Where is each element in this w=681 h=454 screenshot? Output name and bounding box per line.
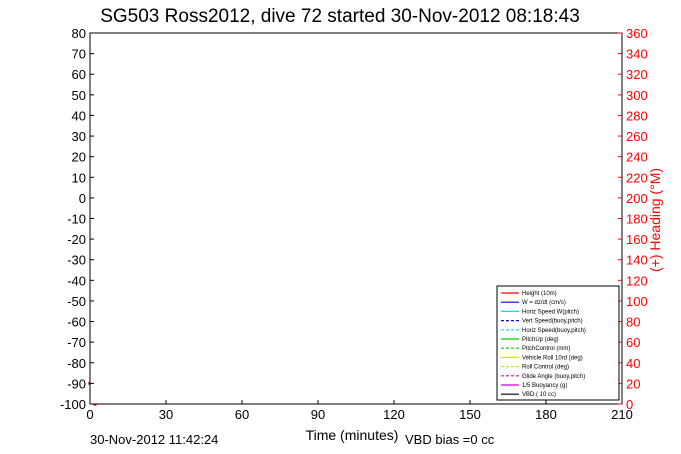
y-right-tick-label: 120 [626,273,648,288]
footer-vbd-bias: VBD bias =0 cc [405,432,495,447]
y-right-tick-label: 20 [626,376,640,391]
y-right-tick-label: 180 [626,212,648,227]
y-right-tick-label: 200 [626,191,648,206]
y-tick-label: 10 [72,170,86,185]
y-tick-label: 30 [72,129,86,144]
y-tick-label: -40 [67,273,86,288]
x-tick-label: 90 [311,407,325,422]
y-right-tick-label: 100 [626,294,648,309]
legend-label: PitchUp (deg) [522,337,559,343]
x-tick-label: 30 [159,407,173,422]
legend-label: Vert Speed(buoy,pitch) [522,319,583,325]
y-right-tick-label: 320 [626,67,648,82]
x-tick-label: 0 [86,407,93,422]
legend-label: Height (10m) [522,291,557,297]
x-tick-label: 210 [611,407,633,422]
legend-label: Horiz Speed(buoy,pitch) [522,328,586,334]
y-right-tick-label: 40 [626,356,640,371]
legend: Height (10m) W = dz/dt (cm/s) Horiz Speed … [496,285,620,401]
x-axis-label: Time (minutes) [306,427,399,443]
legend-label: Glide Angle (buoy,pitch) [522,374,585,380]
y-tick-label: -20 [67,232,86,247]
y-right-tick-label: 220 [626,170,648,185]
y-right-tick-label: 160 [626,232,648,247]
legend-label: Roll Control (deg) [522,365,569,371]
legend-label: Vehicle Roll 10rd (deg) [522,355,583,361]
y-tick-label: -80 [67,356,86,371]
x-tick-label: 150 [459,407,481,422]
y-right-tick-label: 0 [626,397,633,412]
y-right-tick-label: 260 [626,129,648,144]
footer-timestamp: 30-Nov-2012 11:42:24 [90,432,218,447]
y-tick-label: -90 [67,376,86,391]
y-tick-label: 20 [72,150,86,165]
y-right-tick-label: 80 [626,315,640,330]
y-right-tick-label: 280 [626,108,648,123]
y-right-tick-label: 240 [626,150,648,165]
y-right-tick-label: 60 [626,335,640,350]
legend-box [496,285,620,401]
x-tick-label: 120 [383,407,405,422]
y-tick-label: 0 [79,191,86,206]
x-tick-label: 180 [535,407,557,422]
y-right-tick-label: 360 [626,26,648,41]
legend-label: Horiz Speed W(pitch) [522,309,579,315]
y-tick-label: -10 [67,212,86,227]
legend-label: VBD ( 10 cc) [522,392,556,398]
y-tick-label: 60 [72,67,86,82]
right-axis-label: (+) Heading (°M) [647,168,663,272]
y-right-tick-label: 340 [626,47,648,62]
y-tick-label: 70 [72,47,86,62]
legend-label: 1/5 Buoyancy (g) [522,383,567,389]
y-right-tick-label: 300 [626,88,648,103]
legend-label: PitchControl (mm) [522,346,570,352]
y-right-tick-label: 140 [626,253,648,268]
x-tick-label: 60 [235,407,249,422]
y-tick-label: -30 [67,253,86,268]
y-tick-label: -50 [67,294,86,309]
y-tick-label: 80 [72,26,86,41]
y-tick-label: 40 [72,108,86,123]
y-tick-label: -60 [67,315,86,330]
y-tick-label: 50 [72,88,86,103]
chart-title: SG503 Ross2012, dive 72 started 30-Nov-2… [100,6,580,27]
y-tick-label: -70 [67,335,86,350]
y-tick-label: -100 [60,397,86,412]
legend-label: W = dz/dt (cm/s) [522,300,566,306]
